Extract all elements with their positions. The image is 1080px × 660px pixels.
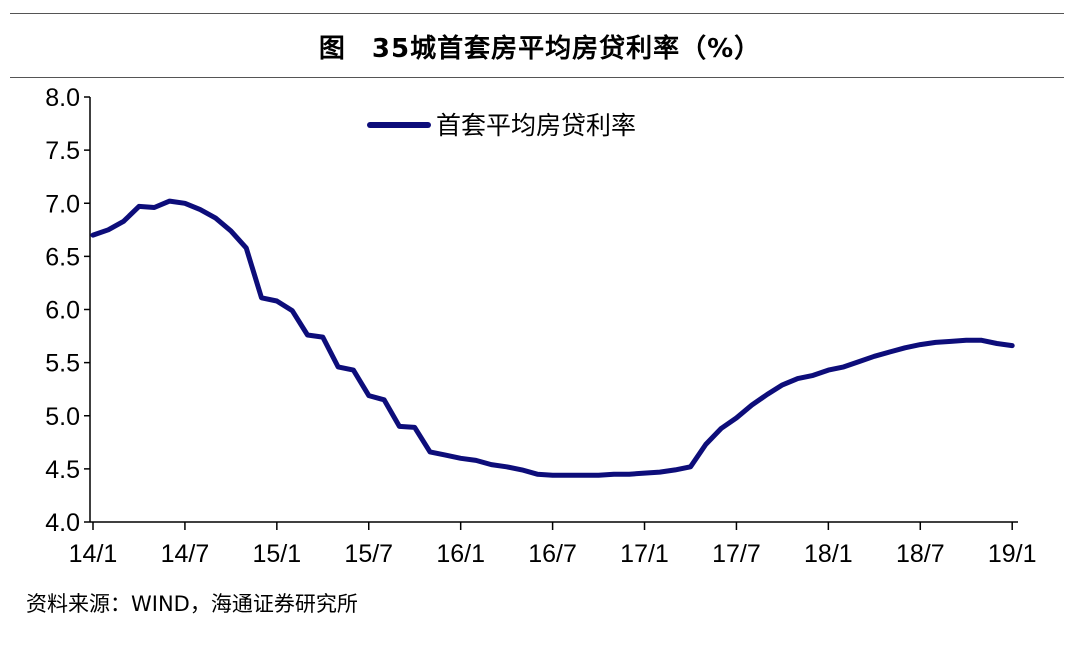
line-chart: 4.0 4.5 5.0 5.5 6.0 6.5 7.0 7.5 8.0 14/1 14/7 15/1… [45, 84, 1037, 568]
x-tick-label: 17/7 [712, 540, 761, 568]
chart-legend: 首套平均房贷利率 [367, 111, 636, 140]
chart-axes [89, 97, 1018, 523]
figure-label: 图 [318, 34, 346, 64]
x-tick-label: 17/1 [620, 540, 669, 568]
series-line [90, 198, 1015, 478]
y-tick-label: 7.0 [45, 190, 80, 218]
chart-title: 图 35城首套房平均房贷利率（%） [0, 28, 1080, 65]
y-tick-label: 4.0 [45, 509, 80, 537]
legend-label: 首套平均房贷利率 [436, 111, 636, 140]
chart-title-text: 35城首套房平均房贷利率（%） [371, 34, 762, 64]
source-note: 资料来源：WIND，海通证券研究所 [26, 592, 358, 616]
y-tick-label: 8.0 [45, 84, 80, 112]
y-tick-label: 5.5 [45, 350, 80, 378]
x-axis-ticks: 14/1 14/7 15/1 15/7 16/1 16/7 17/1 17/7 18/1 18/7… [69, 522, 1037, 568]
x-tick-label: 15/1 [253, 540, 302, 568]
x-tick-label: 16/7 [528, 540, 577, 568]
x-tick-label: 18/7 [896, 540, 945, 568]
x-tick-label: 14/1 [69, 540, 118, 568]
chart-series [90, 198, 1015, 478]
y-tick-label: 6.0 [45, 297, 80, 325]
x-tick-label: 16/1 [436, 540, 485, 568]
top-rule [10, 13, 1064, 14]
title-rule [10, 77, 1064, 78]
y-axis-ticks: 4.0 4.5 5.0 5.5 6.0 6.5 7.0 7.5 8.0 [45, 84, 90, 537]
y-tick-label: 5.0 [45, 403, 80, 431]
y-tick-label: 7.5 [45, 137, 80, 165]
y-tick-label: 4.5 [45, 456, 80, 484]
y-tick-label: 6.5 [45, 243, 80, 271]
x-tick-label: 18/1 [804, 540, 853, 568]
x-tick-label: 14/7 [161, 540, 210, 568]
x-tick-label: 15/7 [344, 540, 393, 568]
x-tick-label: 19/1 [988, 540, 1037, 568]
